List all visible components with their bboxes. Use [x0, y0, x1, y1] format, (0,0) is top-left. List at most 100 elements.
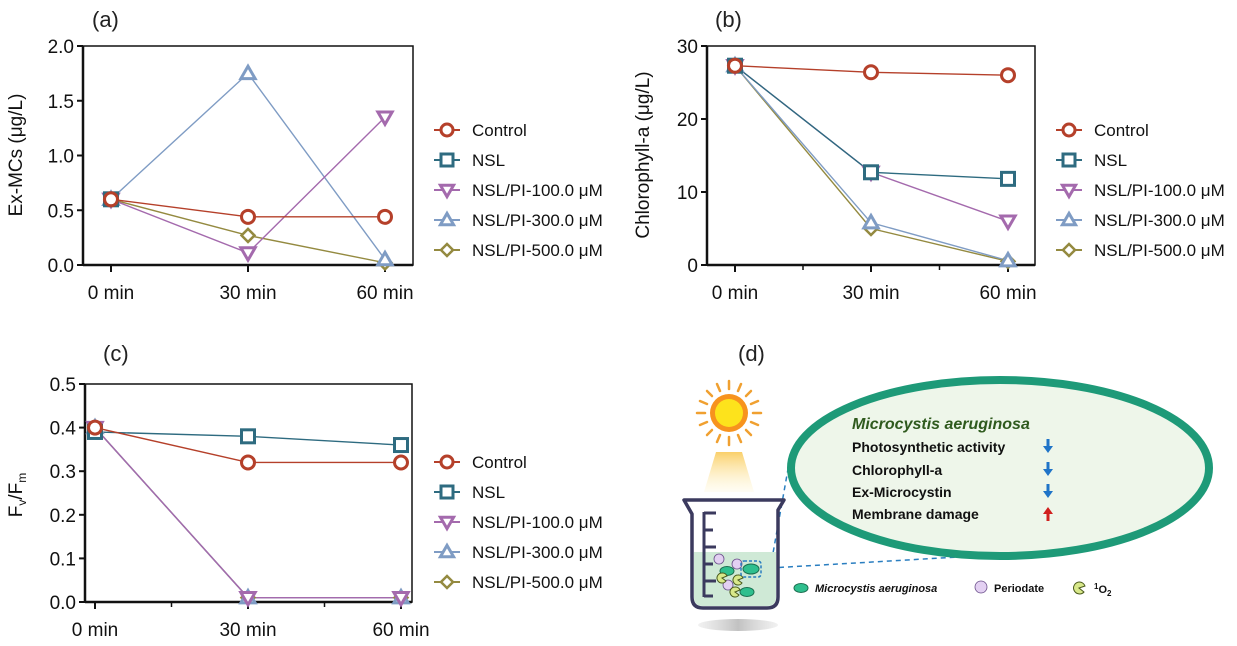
beaker-icon [682, 498, 786, 631]
y-tick-label: 0.3 [50, 462, 76, 483]
y-tick-label: 0.0 [50, 593, 76, 614]
y-tick-label: 20 [677, 110, 698, 131]
series-line-nsl-pi-100-0-m [734, 65, 1009, 222]
legend-label: NSL/PI-100.0 μM [472, 181, 603, 200]
legend-label: NSL [1094, 151, 1127, 170]
data-point-nsl [863, 164, 879, 181]
legend-label: Control [472, 121, 527, 140]
data-point-nsl-pi-100-0-m [375, 110, 395, 128]
legend-label: Control [1094, 121, 1149, 140]
data-point-nsl [240, 428, 256, 445]
legend-marker [439, 574, 455, 590]
y-tick-label: 30 [677, 37, 698, 58]
y-axis-title-b: Chlorophyll-a (μg/L) [633, 71, 654, 238]
y-tick-label: 0.2 [50, 506, 76, 527]
y-tick-label: 0.1 [50, 549, 76, 570]
series-line-nsl-pi-300-0-m [94, 427, 401, 599]
data-point-control [87, 419, 103, 436]
y-tick-label: 0.5 [48, 201, 74, 222]
legend-cell-label: Microcystis aeruginosa [815, 583, 937, 595]
sun-icon [695, 379, 763, 447]
y-tick-label: 0.4 [50, 419, 77, 440]
x-tick-label: 30 min [219, 283, 276, 304]
series-line-nsl-pi-100-0-m [94, 427, 401, 599]
plot-frame [84, 383, 413, 603]
legend-marker [439, 122, 455, 138]
legend-marker [439, 242, 455, 258]
data-point-nsl-pi-300-0-m [375, 249, 395, 267]
legend-marker [1061, 152, 1077, 168]
legend: Control NSL NSL/PI-100.0 μM NSL/PI-300.0 μM… [434, 453, 603, 592]
legend-marker [437, 210, 457, 227]
chart-c-fv-fm: (c) Fv/Fm 0.0 0.1 0.2 0.3 0.4 0.5 0 min 30 min 6… [6, 341, 603, 641]
arrow-down-icon [1043, 484, 1053, 498]
arrow-down-icon [1043, 439, 1053, 453]
x-tick-label: 60 min [979, 283, 1036, 304]
series-line-nsl-pi-500-0-m [94, 427, 401, 599]
legend-label: NSL/PI-300.0 μM [1094, 211, 1225, 230]
panel-label-c: (c) [103, 341, 129, 366]
cell-ellipse [787, 376, 1213, 560]
diagram-d: (d) [682, 341, 1213, 631]
panel-label-a: (a) [92, 7, 119, 32]
legend-label: NSL/PI-300.0 μM [472, 543, 603, 562]
y-tick-label: 0 [687, 256, 698, 277]
legend: Control NSL NSL/PI-100.0 μM NSL/PI-300.0 μM… [1056, 121, 1225, 260]
data-point-nsl [393, 437, 409, 454]
arrow-down-icon [1043, 462, 1053, 476]
legend-singlet-oxygen-label: 1O2 [1094, 582, 1112, 598]
diagram-title: Microcystis aeruginosa [852, 416, 1030, 433]
y-tick-label: 0.5 [50, 375, 76, 396]
legend-label: NSL/PI-100.0 μM [472, 513, 603, 532]
data-point-control [1000, 67, 1016, 84]
x-tick-label: 0 min [88, 283, 134, 304]
zoom-connector-top [769, 457, 791, 571]
x-tick-label: 30 min [842, 283, 899, 304]
y-tick-label: 10 [677, 183, 698, 204]
legend-label: NSL [472, 151, 505, 170]
y-tick-label: 1.0 [48, 147, 74, 168]
x-tick-label: 60 min [356, 283, 413, 304]
data-point-control [377, 208, 393, 225]
diagram-legend: Microcystis aeruginosa Periodate 1O2 [793, 580, 1112, 598]
legend-label: NSL/PI-500.0 μM [472, 241, 603, 260]
legend-label: Control [472, 453, 527, 472]
effect-item-label: Membrane damage [852, 506, 979, 522]
effect-item-label: Ex-Microcystin [852, 484, 952, 500]
legend-marker [437, 542, 457, 559]
data-point-control [240, 208, 256, 225]
y-axis-title-a: Ex-MCs (μg/L) [6, 94, 27, 217]
data-point-nsl-pi-300-0-m [861, 212, 881, 230]
data-point-control [103, 191, 119, 208]
effect-list: Photosynthetic activity Chlorophyll-a Ex… [852, 439, 1053, 522]
legend-label: NSL/PI-500.0 μM [1094, 241, 1225, 260]
data-point-nsl-pi-500-0-m [239, 227, 257, 244]
y-axis-title-c: Fv/Fm [6, 473, 29, 518]
cell-icon [793, 583, 809, 593]
x-tick-label: 60 min [372, 620, 429, 641]
svg-text:Fv/Fm: Fv/Fm [6, 473, 29, 518]
legend-label: NSL/PI-500.0 μM [472, 573, 603, 592]
x-tick-label: 0 min [712, 283, 758, 304]
zoom-connector-bottom [769, 556, 959, 569]
legend-marker [1059, 210, 1079, 227]
arrow-up-icon [1043, 507, 1053, 521]
x-tick-label: 0 min [72, 620, 118, 641]
legend-marker [439, 454, 455, 470]
data-point-nsl-pi-100-0-m [238, 246, 258, 264]
legend-marker [1059, 183, 1079, 200]
data-point-control [393, 454, 409, 471]
panel-label-d: (d) [738, 341, 765, 366]
legend-periodate-label: Periodate [994, 583, 1044, 595]
legend-marker [439, 152, 455, 168]
data-point-control [727, 57, 743, 74]
data-point-nsl-pi-100-0-m [391, 590, 411, 608]
data-point-nsl-pi-100-0-m [238, 590, 258, 608]
x-tick-label: 30 min [219, 620, 276, 641]
y-tick-label: 0.0 [48, 256, 74, 277]
chart-b-chlorophyll: (b) Chlorophyll-a (μg/L) 0 10 20 30 0 min 30 … [633, 7, 1225, 304]
effect-item-label: Chlorophyll-a [852, 462, 942, 478]
singlet-oxygen-icon [1073, 581, 1086, 595]
legend: Control NSL NSL/PI-100.0 μM NSL/PI-300.0 μM… [434, 121, 603, 260]
